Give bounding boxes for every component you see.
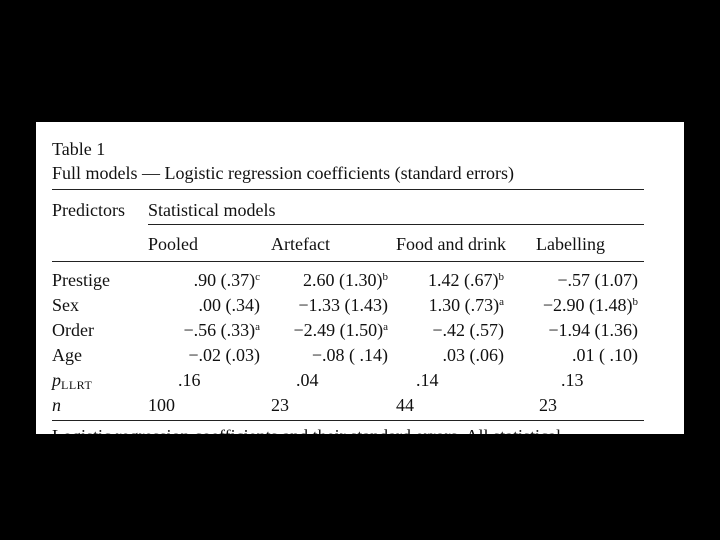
cell-sex-labelling: −2.90 (1.48)b — [542, 295, 638, 315]
row-label-p-llrt: pLLRT — [52, 370, 93, 392]
header-predictors: Predictors — [52, 200, 125, 220]
cell-prestige-pooled: .90 (.37)c — [193, 270, 260, 290]
cell-prestige-artefact: 2.60 (1.30)b — [303, 270, 388, 290]
table-caption-label: Table 1 — [52, 139, 106, 159]
cell-pllrt-food: .14 — [416, 370, 439, 390]
cell-prestige-labelling: −.57 (1.07) — [557, 270, 638, 290]
column-header-pooled: Pooled — [148, 234, 199, 254]
row-label-sex: Sex — [52, 295, 79, 315]
column-header-food-and-drink: Food and drink — [396, 234, 506, 254]
row-label-age: Age — [52, 345, 82, 365]
cell-pllrt-artefact: .04 — [296, 370, 319, 390]
row-label-prestige: Prestige — [52, 270, 110, 290]
top-rule — [52, 189, 644, 190]
table-caption-title: Full models — Logistic regression coeffi… — [52, 163, 515, 183]
cell-age-artefact: −.08 ( .14) — [311, 345, 388, 365]
header-rule — [52, 261, 644, 262]
table-page: Table 1 Full models — Logistic regressio… — [36, 122, 684, 434]
cell-sex-food: 1.30 (.73)a — [428, 295, 504, 315]
cell-sex-pooled: .00 (.34) — [198, 295, 261, 315]
footnote-text-cut: Logistic regression coefficients and the… — [52, 426, 561, 434]
cell-age-pooled: −.02 (.03) — [188, 345, 260, 365]
cell-n-pooled: 100 — [148, 395, 175, 415]
cell-age-labelling: .01 ( .10) — [572, 345, 638, 365]
column-header-artefact: Artefact — [271, 234, 330, 254]
row-label-n: n — [52, 395, 61, 415]
cell-n-food: 44 — [396, 395, 414, 415]
cell-prestige-food: 1.42 (.67)b — [428, 270, 504, 290]
row-label-order: Order — [52, 320, 94, 340]
cell-sex-artefact: −1.33 (1.43) — [298, 295, 388, 315]
cell-order-artefact: −2.49 (1.50)a — [293, 320, 388, 340]
cell-n-artefact: 23 — [271, 395, 289, 415]
cell-order-pooled: −.56 (.33)a — [183, 320, 260, 340]
column-header-labelling: Labelling — [536, 234, 605, 254]
cell-pllrt-labelling: .13 — [561, 370, 584, 390]
cell-age-food: .03 (.06) — [442, 345, 505, 365]
bottom-rule — [52, 420, 644, 421]
cell-order-labelling: −1.94 (1.36) — [548, 320, 638, 340]
cell-n-labelling: 23 — [539, 395, 557, 415]
models-rule — [148, 224, 644, 225]
cell-pllrt-pooled: .16 — [178, 370, 201, 390]
header-statistical-models: Statistical models — [148, 200, 276, 220]
cell-order-food: −.42 (.57) — [432, 320, 504, 340]
